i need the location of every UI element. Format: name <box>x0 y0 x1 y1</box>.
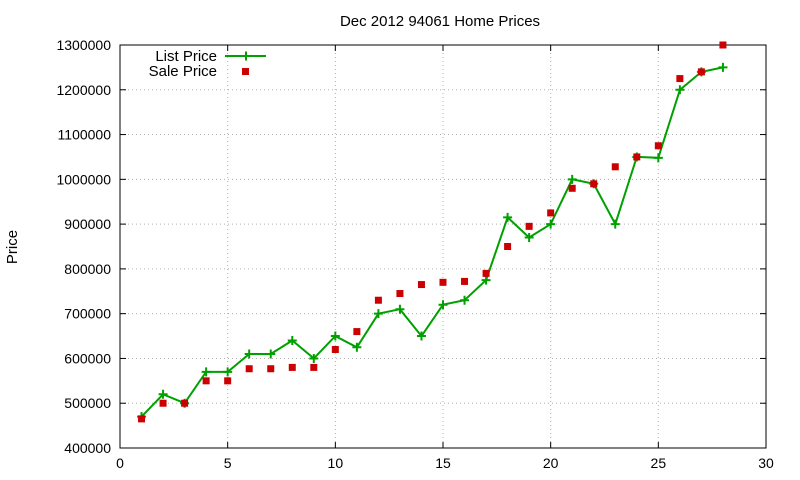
chart-title: Dec 2012 94061 Home Prices <box>340 13 540 30</box>
y-tick-label: 1000000 <box>56 171 111 187</box>
list-price-point <box>610 219 620 229</box>
y-tick-label: 1300000 <box>56 37 111 53</box>
list-price-line <box>140 66 724 418</box>
list-price-point <box>201 367 211 377</box>
x-tick-label: 10 <box>328 455 344 471</box>
y-tick-label: 500000 <box>64 395 111 411</box>
x-tick-label: 20 <box>543 455 559 471</box>
list-price-point <box>395 304 405 314</box>
series <box>137 41 728 423</box>
sale-price-point <box>611 163 619 171</box>
list-price-point <box>438 300 448 310</box>
y-tick-label: 1200000 <box>56 82 111 98</box>
sale-price-point <box>202 377 210 385</box>
list-price-point <box>330 331 340 341</box>
list-price-point <box>524 233 534 243</box>
list-price-point <box>244 349 254 359</box>
legend-marker-sale-price <box>242 68 249 75</box>
sale-price-point <box>568 184 576 192</box>
sale-price-point <box>310 363 318 371</box>
sale-price-point <box>654 142 662 150</box>
y-axis-label: Price <box>4 230 21 264</box>
list-price-point <box>460 295 470 305</box>
sale-price-point <box>417 281 425 289</box>
legend: List Price Sale Price <box>149 48 266 80</box>
list-price-point <box>653 153 663 163</box>
x-tick-label: 15 <box>435 455 451 471</box>
list-price-point <box>546 219 556 229</box>
list-price-point <box>481 275 491 285</box>
sale-price-point <box>547 209 555 217</box>
grid <box>120 45 766 448</box>
sale-price-point <box>482 269 490 277</box>
sale-price-point <box>159 399 167 407</box>
sale-price-point <box>697 68 705 76</box>
sale-price-point <box>288 363 296 371</box>
sale-price-point <box>676 75 684 83</box>
sale-price-point <box>439 278 447 286</box>
legend-label-sale-price: Sale Price <box>149 63 217 80</box>
list-price-point <box>266 349 276 359</box>
sale-price-point <box>245 365 253 373</box>
list-price-point <box>373 309 383 319</box>
legend-label-list-price: List Price <box>155 48 217 65</box>
y-tick-label: 700000 <box>64 306 111 322</box>
list-price-point <box>567 174 577 184</box>
y-tick-label: 900000 <box>64 216 111 232</box>
y-tick-label: 400000 <box>64 440 111 456</box>
list-price-point <box>352 342 362 352</box>
list-price-point <box>287 336 297 346</box>
sale-price-point <box>267 365 275 373</box>
sale-price-point <box>181 399 189 407</box>
sale-price-point <box>590 180 598 188</box>
x-tick-label: 5 <box>224 455 232 471</box>
list-price-point <box>223 367 233 377</box>
sale-price-point <box>525 222 533 230</box>
list-price-point <box>158 389 168 399</box>
sale-price-point <box>633 153 641 161</box>
list-price-point <box>503 212 513 222</box>
sale-price-point <box>224 377 232 385</box>
legend-marker-list-price <box>241 51 251 61</box>
y-tick-label: 600000 <box>64 350 111 366</box>
sale-price-point <box>138 415 146 423</box>
sale-price-point <box>461 277 469 285</box>
sale-price-point <box>353 328 361 336</box>
x-tick-label: 25 <box>651 455 667 471</box>
x-tick-label: 30 <box>758 455 774 471</box>
axis-ticks: 0 5 10 15 20 25 30 400000 500000 600000 700000 8000… <box>56 37 774 471</box>
sale-price-point <box>396 290 404 298</box>
list-price-point <box>309 353 319 363</box>
list-price-point <box>718 62 728 72</box>
sale-price-point <box>719 41 727 49</box>
x-tick-label: 0 <box>116 455 124 471</box>
plot-frame <box>119 44 767 449</box>
list-price-point <box>416 331 426 341</box>
y-tick-label: 1100000 <box>58 127 112 143</box>
sale-price-point <box>331 345 339 353</box>
y-tick-label: 800000 <box>64 261 111 277</box>
list-price-point <box>675 85 685 95</box>
sale-price-point <box>374 296 382 304</box>
sale-price-point <box>504 243 512 250</box>
